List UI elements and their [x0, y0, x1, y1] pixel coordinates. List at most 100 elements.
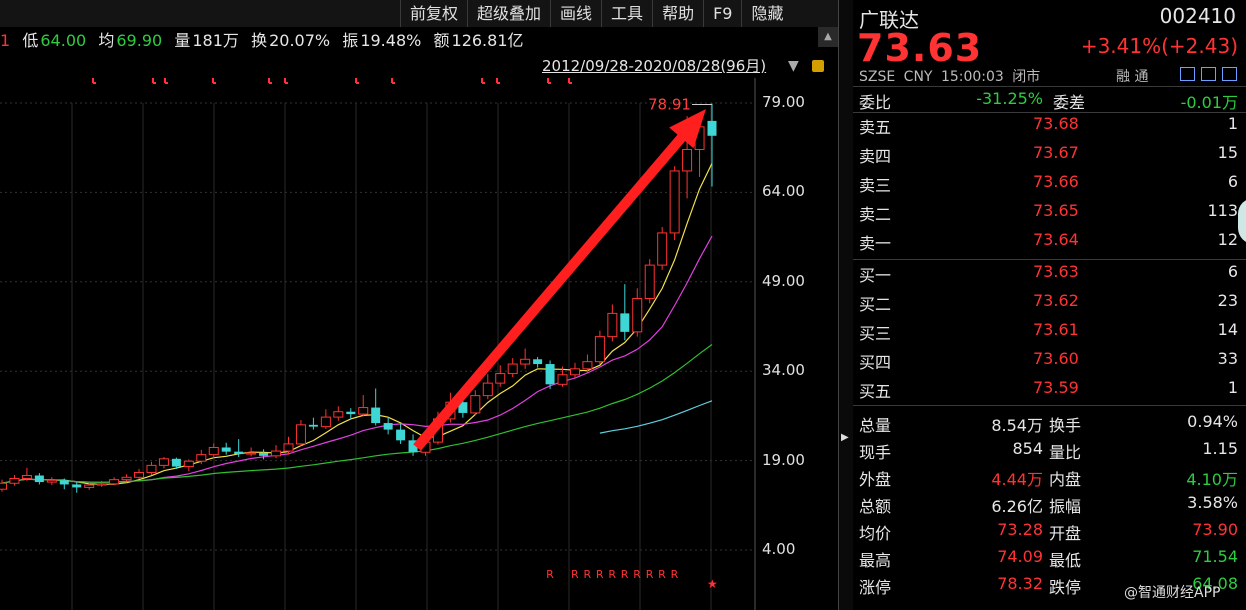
bid-row[interactable]: 买四 73.60 33: [853, 349, 1246, 378]
trend-arrow: [413, 109, 706, 451]
stat-value-2: 0.94%: [1187, 412, 1238, 431]
level-price: 73.65: [1033, 201, 1079, 220]
lock-icon[interactable]: [812, 60, 824, 72]
ask-row[interactable]: 卖四 73.67 15: [853, 143, 1246, 172]
weicha-value: -0.01万: [1180, 93, 1238, 112]
level-price: 73.60: [1033, 349, 1079, 368]
candle: [657, 226, 668, 270]
level-price: 73.68: [1033, 114, 1079, 133]
stock-code: 002410: [1159, 4, 1236, 28]
stat-value: 8.54万: [991, 416, 1043, 435]
candle: [644, 259, 655, 304]
menu-item-6[interactable]: 隐藏: [741, 0, 792, 27]
candle: [333, 406, 344, 421]
r-marker: R: [621, 568, 629, 581]
collapse-arrow-icon[interactable]: ▶: [841, 432, 849, 443]
level-price: 73.63: [1033, 262, 1079, 281]
stat-value-2: 64.08: [1192, 574, 1238, 593]
candle: [246, 447, 257, 457]
bid-row[interactable]: 买一 73.63 6: [853, 262, 1246, 291]
level-label: 卖五: [859, 118, 892, 137]
range-dropdown-icon[interactable]: ▼: [788, 58, 799, 74]
candle: [320, 409, 331, 430]
candle: [482, 374, 493, 400]
y-tick-label: 19.00: [762, 450, 805, 469]
level-volume: 14: [1217, 320, 1238, 339]
candles: [0, 103, 717, 493]
stat-value: 78.32: [997, 574, 1043, 593]
level-label: 买三: [859, 324, 892, 343]
candle: [72, 482, 82, 493]
stat-label-2: 跌停: [1049, 578, 1082, 597]
level-price: 73.61: [1033, 320, 1079, 339]
star-marker: ★: [707, 577, 718, 591]
level-volume: 15: [1217, 143, 1238, 162]
vol-label: 量: [174, 31, 191, 50]
menu-item-2[interactable]: 画线: [550, 0, 601, 27]
menu-item-3[interactable]: 工具: [601, 0, 652, 27]
stat-value: 854: [1012, 439, 1043, 458]
ask-row[interactable]: 卖二 73.65 113: [853, 201, 1246, 230]
chart-grid: [0, 78, 756, 610]
bid-row[interactable]: 买三 73.61 14: [853, 320, 1246, 349]
candle: [0, 479, 7, 492]
add-watch-icon[interactable]: [1222, 67, 1237, 81]
r-marker: R: [596, 568, 604, 581]
stat-row: 最高 74.09 最低 71.54: [853, 547, 1246, 574]
level-volume: 1: [1227, 114, 1238, 133]
candle: [470, 390, 481, 416]
candle: [582, 354, 593, 373]
level-label: 卖三: [859, 176, 892, 195]
candle: [234, 439, 244, 458]
candle: [196, 449, 207, 465]
candle: [208, 443, 219, 459]
moving-averages: [1, 162, 713, 485]
candle: [533, 356, 543, 368]
ask-row[interactable]: 卖一 73.64 12: [853, 230, 1246, 259]
r-marker: R: [571, 568, 579, 581]
stat-value-2: 1.15: [1202, 439, 1238, 458]
stat-value-2: 3.58%: [1187, 493, 1238, 512]
menu-item-0[interactable]: 前复权: [400, 0, 467, 27]
candle: [569, 362, 580, 379]
stat-value: 73.28: [997, 520, 1043, 539]
level-price: 73.66: [1033, 172, 1079, 191]
candle: [358, 395, 369, 417]
stat-row: 总额 6.26亿 振幅 3.58%: [853, 493, 1246, 520]
candle: [221, 442, 231, 455]
ask-row[interactable]: 卖三 73.66 6: [853, 172, 1246, 201]
divider: [853, 405, 1246, 406]
candle: [259, 449, 269, 460]
side-scroll-handle[interactable]: [1238, 198, 1246, 244]
scroll-up-icon[interactable]: ▲: [818, 27, 838, 47]
y-tick-label: 4.00: [762, 540, 796, 558]
ask-row[interactable]: 卖五 73.68 1: [853, 114, 1246, 143]
menu-item-5[interactable]: F9: [703, 0, 741, 27]
bid-row[interactable]: 买二 73.62 23: [853, 291, 1246, 320]
menu-item-1[interactable]: 超级叠加: [467, 0, 550, 27]
r-marker: R: [658, 568, 666, 581]
level-volume: 113: [1207, 201, 1238, 220]
candle: [632, 288, 643, 337]
divider: [853, 112, 1246, 113]
edit-icon[interactable]: [1180, 67, 1195, 81]
y-tick-label: 34.00: [762, 361, 805, 380]
stat-label-2: 量比: [1049, 443, 1082, 462]
menu-item-4[interactable]: 帮助: [652, 0, 703, 27]
date-range-selector[interactable]: 2012/09/28-2020/08/28(96月): [542, 57, 767, 75]
stat-label: 现手: [859, 443, 892, 462]
alert-icon[interactable]: [1201, 67, 1216, 81]
candle: [9, 474, 20, 486]
candle: [84, 482, 95, 490]
level-price: 73.67: [1033, 143, 1079, 162]
stat-label-2: 最低: [1049, 551, 1082, 570]
high-annotation: 78.91: [648, 96, 691, 114]
candle: [158, 457, 169, 469]
r-marker: R: [583, 568, 591, 581]
bid-row[interactable]: 买五 73.59 1: [853, 378, 1246, 407]
chart-panel[interactable]: 前复权 超级叠加 画线 工具 帮助 F9 隐藏 ▲ 1 低 64.00 均 69.90 量 181…: [0, 0, 838, 610]
collapse-bar[interactable]: ▶: [838, 0, 854, 610]
vol-value: 181万: [192, 31, 239, 50]
